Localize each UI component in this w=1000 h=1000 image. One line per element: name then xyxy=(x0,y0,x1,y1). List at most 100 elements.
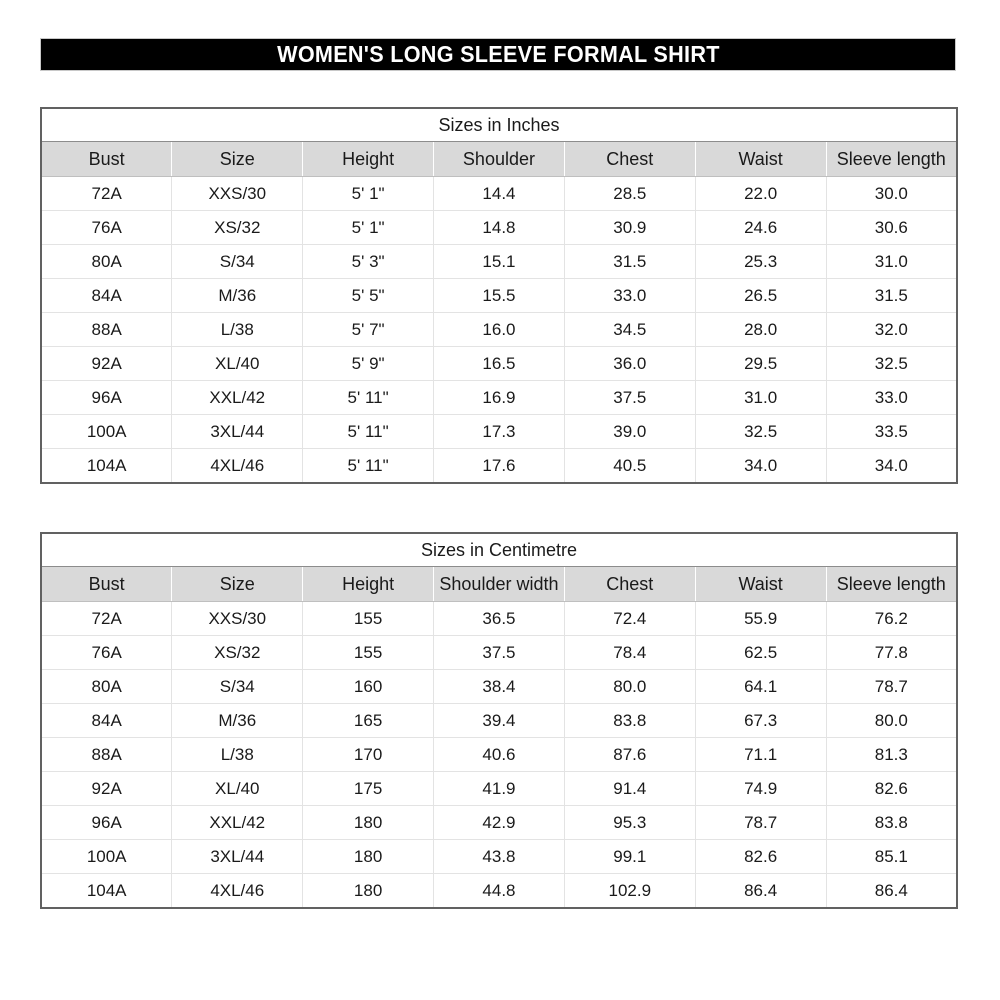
page-title: WOMEN'S LONG SLEEVE FORMAL SHIRT xyxy=(276,41,720,67)
table-cell: 78.4 xyxy=(563,635,696,670)
table-cell: 3XL/44 xyxy=(171,414,303,449)
table-cell: 28.0 xyxy=(694,312,827,347)
table-cell: 5' 1" xyxy=(302,176,434,211)
table-cell: 28.5 xyxy=(563,176,696,211)
table-cell: M/36 xyxy=(171,278,303,313)
table-row: 100A 3XL/44 180 43.8 99.1 82.6 85.1 xyxy=(41,839,957,874)
table-cell: 175 xyxy=(302,771,434,806)
table-cell: 64.1 xyxy=(694,669,827,704)
table-cell: 92A xyxy=(41,771,172,806)
table-cell: 31.0 xyxy=(694,380,827,415)
table-cell: 81.3 xyxy=(825,737,957,772)
table-cell: XXS/30 xyxy=(171,601,303,636)
table-cell: S/34 xyxy=(171,244,303,279)
table-cell: 30.0 xyxy=(825,176,957,211)
table-row: 72A XXS/30 155 36.5 72.4 55.9 76.2 xyxy=(41,601,957,636)
table-cell: 16.9 xyxy=(433,380,565,415)
table-cell: XXL/42 xyxy=(171,380,303,415)
table-cell: 96A xyxy=(41,380,172,415)
table-cell: 99.1 xyxy=(563,839,696,874)
table-cell: 5' 5" xyxy=(302,278,434,313)
table-cell: XS/32 xyxy=(171,210,303,245)
table-cell: 87.6 xyxy=(563,737,696,772)
table-row: 72A XXS/30 5' 1" 14.4 28.5 22.0 30.0 xyxy=(41,176,957,211)
table-cell: XXL/42 xyxy=(171,805,303,840)
column-header: Height xyxy=(302,566,434,602)
table-cell: 72A xyxy=(41,176,172,211)
sizes-in-centimetre-section: Sizes in Centimetre Bust Size Height Should… xyxy=(40,532,958,909)
table-cell: 33.5 xyxy=(825,414,957,449)
table-cell: 72A xyxy=(41,601,172,636)
column-header: Sleeve length xyxy=(825,566,957,602)
table-cell: 33.0 xyxy=(825,380,957,415)
table-cell: 39.4 xyxy=(433,703,565,738)
table-caption: Sizes in Centimetre xyxy=(41,533,957,567)
table-cell: 102.9 xyxy=(563,873,696,908)
column-header: Size xyxy=(171,141,303,177)
table-cell: 30.9 xyxy=(563,210,696,245)
page-title-bar: WOMEN'S LONG SLEEVE FORMAL SHIRT xyxy=(40,38,956,71)
table-header-row: Bust Size Height Shoulder width Chest Waist Sl… xyxy=(41,566,957,602)
table-cell: XL/40 xyxy=(171,346,303,381)
table-cell: 36.0 xyxy=(563,346,696,381)
table-cell: 80.0 xyxy=(563,669,696,704)
table-cell: 67.3 xyxy=(694,703,827,738)
table-cell: 44.8 xyxy=(433,873,565,908)
table-cell: 180 xyxy=(302,873,434,908)
column-header: Shoulder xyxy=(433,141,565,177)
column-header: Waist xyxy=(694,566,827,602)
table-cell: 5' 3" xyxy=(302,244,434,279)
table-header-row: Bust Size Height Shoulder Chest Waist Sleeve l… xyxy=(41,141,957,177)
table-cell: 25.3 xyxy=(694,244,827,279)
table-cell: 31.5 xyxy=(825,278,957,313)
table-cell: 83.8 xyxy=(563,703,696,738)
table-cell: 31.0 xyxy=(825,244,957,279)
table-cell: 95.3 xyxy=(563,805,696,840)
table-cell: 84A xyxy=(41,703,172,738)
table-body: 72A XXS/30 155 36.5 72.4 55.9 76.2 76A XS/32 155 3… xyxy=(41,601,957,908)
table-caption: Sizes in Inches xyxy=(41,108,957,142)
table-row: 96A XXL/42 180 42.9 95.3 78.7 83.8 xyxy=(41,805,957,840)
table-cell: 14.4 xyxy=(433,176,565,211)
column-header: Sleeve length xyxy=(825,141,957,177)
sizes-in-inches-table: Sizes in Inches Bust Size Height Shoulder Ch… xyxy=(40,107,958,484)
table-cell: 100A xyxy=(41,414,172,449)
table-cell: 5' 11" xyxy=(302,448,434,483)
column-header: Height xyxy=(302,141,434,177)
table-cell: 36.5 xyxy=(433,601,565,636)
table-cell: 80A xyxy=(41,669,172,704)
table-row: 104A 4XL/46 5' 11" 17.6 40.5 34.0 34.0 xyxy=(41,448,957,483)
table-cell: 72.4 xyxy=(563,601,696,636)
table-cell: 41.9 xyxy=(433,771,565,806)
table-row: 84A M/36 165 39.4 83.8 67.3 80.0 xyxy=(41,703,957,738)
column-header: Size xyxy=(171,566,303,602)
table-cell: 71.1 xyxy=(694,737,827,772)
table-row: 80A S/34 160 38.4 80.0 64.1 78.7 xyxy=(41,669,957,704)
table-row: 92A XL/40 175 41.9 91.4 74.9 82.6 xyxy=(41,771,957,806)
table-row: 104A 4XL/46 180 44.8 102.9 86.4 86.4 xyxy=(41,873,957,908)
table-cell: 78.7 xyxy=(694,805,827,840)
table-cell: 34.5 xyxy=(563,312,696,347)
column-header: Chest xyxy=(563,566,696,602)
table-cell: 30.6 xyxy=(825,210,957,245)
sizes-in-centimetre-table: Sizes in Centimetre Bust Size Height Should… xyxy=(40,532,958,909)
table-cell: 39.0 xyxy=(563,414,696,449)
table-cell: 62.5 xyxy=(694,635,827,670)
table-cell: 76A xyxy=(41,210,172,245)
table-cell: 104A xyxy=(41,873,172,908)
table-cell: 26.5 xyxy=(694,278,827,313)
table-cell: 37.5 xyxy=(433,635,565,670)
sizes-in-inches-section: Sizes in Inches Bust Size Height Shoulder Ch… xyxy=(40,107,958,484)
table-cell: 15.1 xyxy=(433,244,565,279)
table-cell: 5' 7" xyxy=(302,312,434,347)
table-cell: 165 xyxy=(302,703,434,738)
table-cell: 32.5 xyxy=(694,414,827,449)
column-header: Waist xyxy=(694,141,827,177)
table-cell: L/38 xyxy=(171,737,303,772)
table-cell: 32.0 xyxy=(825,312,957,347)
table-cell: 86.4 xyxy=(694,873,827,908)
table-cell: 34.0 xyxy=(694,448,827,483)
table-cell: XS/32 xyxy=(171,635,303,670)
table-row: 100A 3XL/44 5' 11" 17.3 39.0 32.5 33.5 xyxy=(41,414,957,449)
